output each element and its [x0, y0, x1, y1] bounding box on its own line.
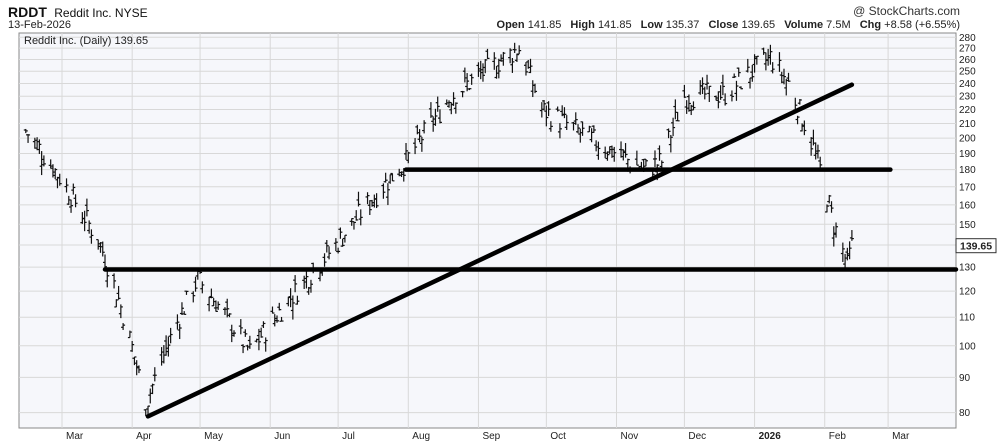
last-price-marker: 139.65: [955, 238, 997, 254]
y-tick-label: 230: [959, 92, 976, 103]
open-value: 141.85: [527, 19, 562, 31]
chart-legend: Reddit Inc. (Daily) 139.65: [24, 35, 148, 47]
x-tick-label: Apr: [136, 431, 152, 442]
y-tick-label: 210: [959, 119, 976, 130]
y-tick-label: 280: [959, 33, 976, 44]
x-axis-ticks: Mar Apr May Jun Jul Aug Sep Oct Nov Dec 2026 Feb Mar: [66, 431, 910, 442]
ohlc-bars: [23, 42, 854, 417]
high-label: High: [570, 19, 595, 31]
y-tick-label: 110: [959, 313, 975, 324]
rising-trendline: [145, 82, 855, 419]
last-price-box: [955, 238, 997, 254]
chg-label: Chg: [859, 19, 882, 31]
x-tick-label: Nov: [621, 431, 639, 442]
y-tick-label: 80: [959, 408, 971, 419]
x-tick-label: Mar: [66, 431, 84, 442]
low-value: 135.37: [665, 19, 700, 31]
x-tick-label: Dec: [688, 431, 706, 442]
company-name: Reddit Inc. NYSE: [54, 6, 148, 20]
copyright: @ StockCharts.com: [853, 4, 960, 18]
x-tick-label: Aug: [412, 431, 430, 442]
y-tick-label: 190: [959, 149, 976, 160]
y-tick-label: 250: [959, 67, 976, 78]
y-tick-label: 180: [959, 165, 976, 176]
y-tick-label: 200: [959, 134, 976, 145]
x-tick-label: May: [204, 431, 223, 442]
y-tick-label: 150: [959, 220, 976, 231]
x-tick-label: 2026: [759, 431, 782, 442]
y-tick-label: 270: [959, 44, 976, 55]
y-tick-label: 220: [959, 105, 976, 116]
y-tick-label: 120: [959, 287, 976, 298]
x-tick-label: Jul: [342, 431, 355, 442]
volume-value: 7.5M: [826, 19, 851, 31]
y-tick-label: 100: [959, 341, 976, 352]
x-tick-label: Jun: [274, 431, 290, 442]
x-tick-label: Feb: [829, 431, 847, 442]
ohlc-stats: Open 141.85 High 141.85 Low 135.37 Close…: [491, 19, 960, 31]
y-tick-label: 160: [959, 200, 976, 211]
y-tick-label: 130: [959, 263, 976, 274]
x-tick-label: Sep: [482, 431, 500, 442]
trendlines: [102, 82, 959, 419]
close-value: 139.65: [741, 19, 776, 31]
last-price-label: 139.65: [960, 241, 992, 253]
x-tick-label: Mar: [892, 431, 910, 442]
y-tick-label: 170: [959, 182, 976, 193]
high-value: 141.85: [597, 19, 632, 31]
header-date: 13-Feb-2026: [8, 19, 71, 31]
y-tick-label: 260: [959, 55, 976, 66]
ticker-symbol: RDDT: [8, 4, 47, 20]
y-tick-label: 240: [959, 79, 976, 90]
close-label: Close: [708, 19, 739, 31]
plot-area: [18, 32, 957, 429]
header-title: RDDT Reddit Inc. NYSE: [8, 4, 148, 20]
volume-label: Volume: [784, 19, 824, 31]
x-tick-label: Oct: [550, 431, 566, 442]
y-tick-label: 90: [959, 373, 971, 384]
low-label: Low: [640, 19, 663, 31]
open-label: Open: [496, 19, 525, 31]
chg-value: +8.58 (+6.55%): [884, 19, 960, 31]
gridlines: [19, 33, 956, 428]
y-axis-ticks: 8090100110120130140150160170180190200210…: [959, 33, 976, 419]
